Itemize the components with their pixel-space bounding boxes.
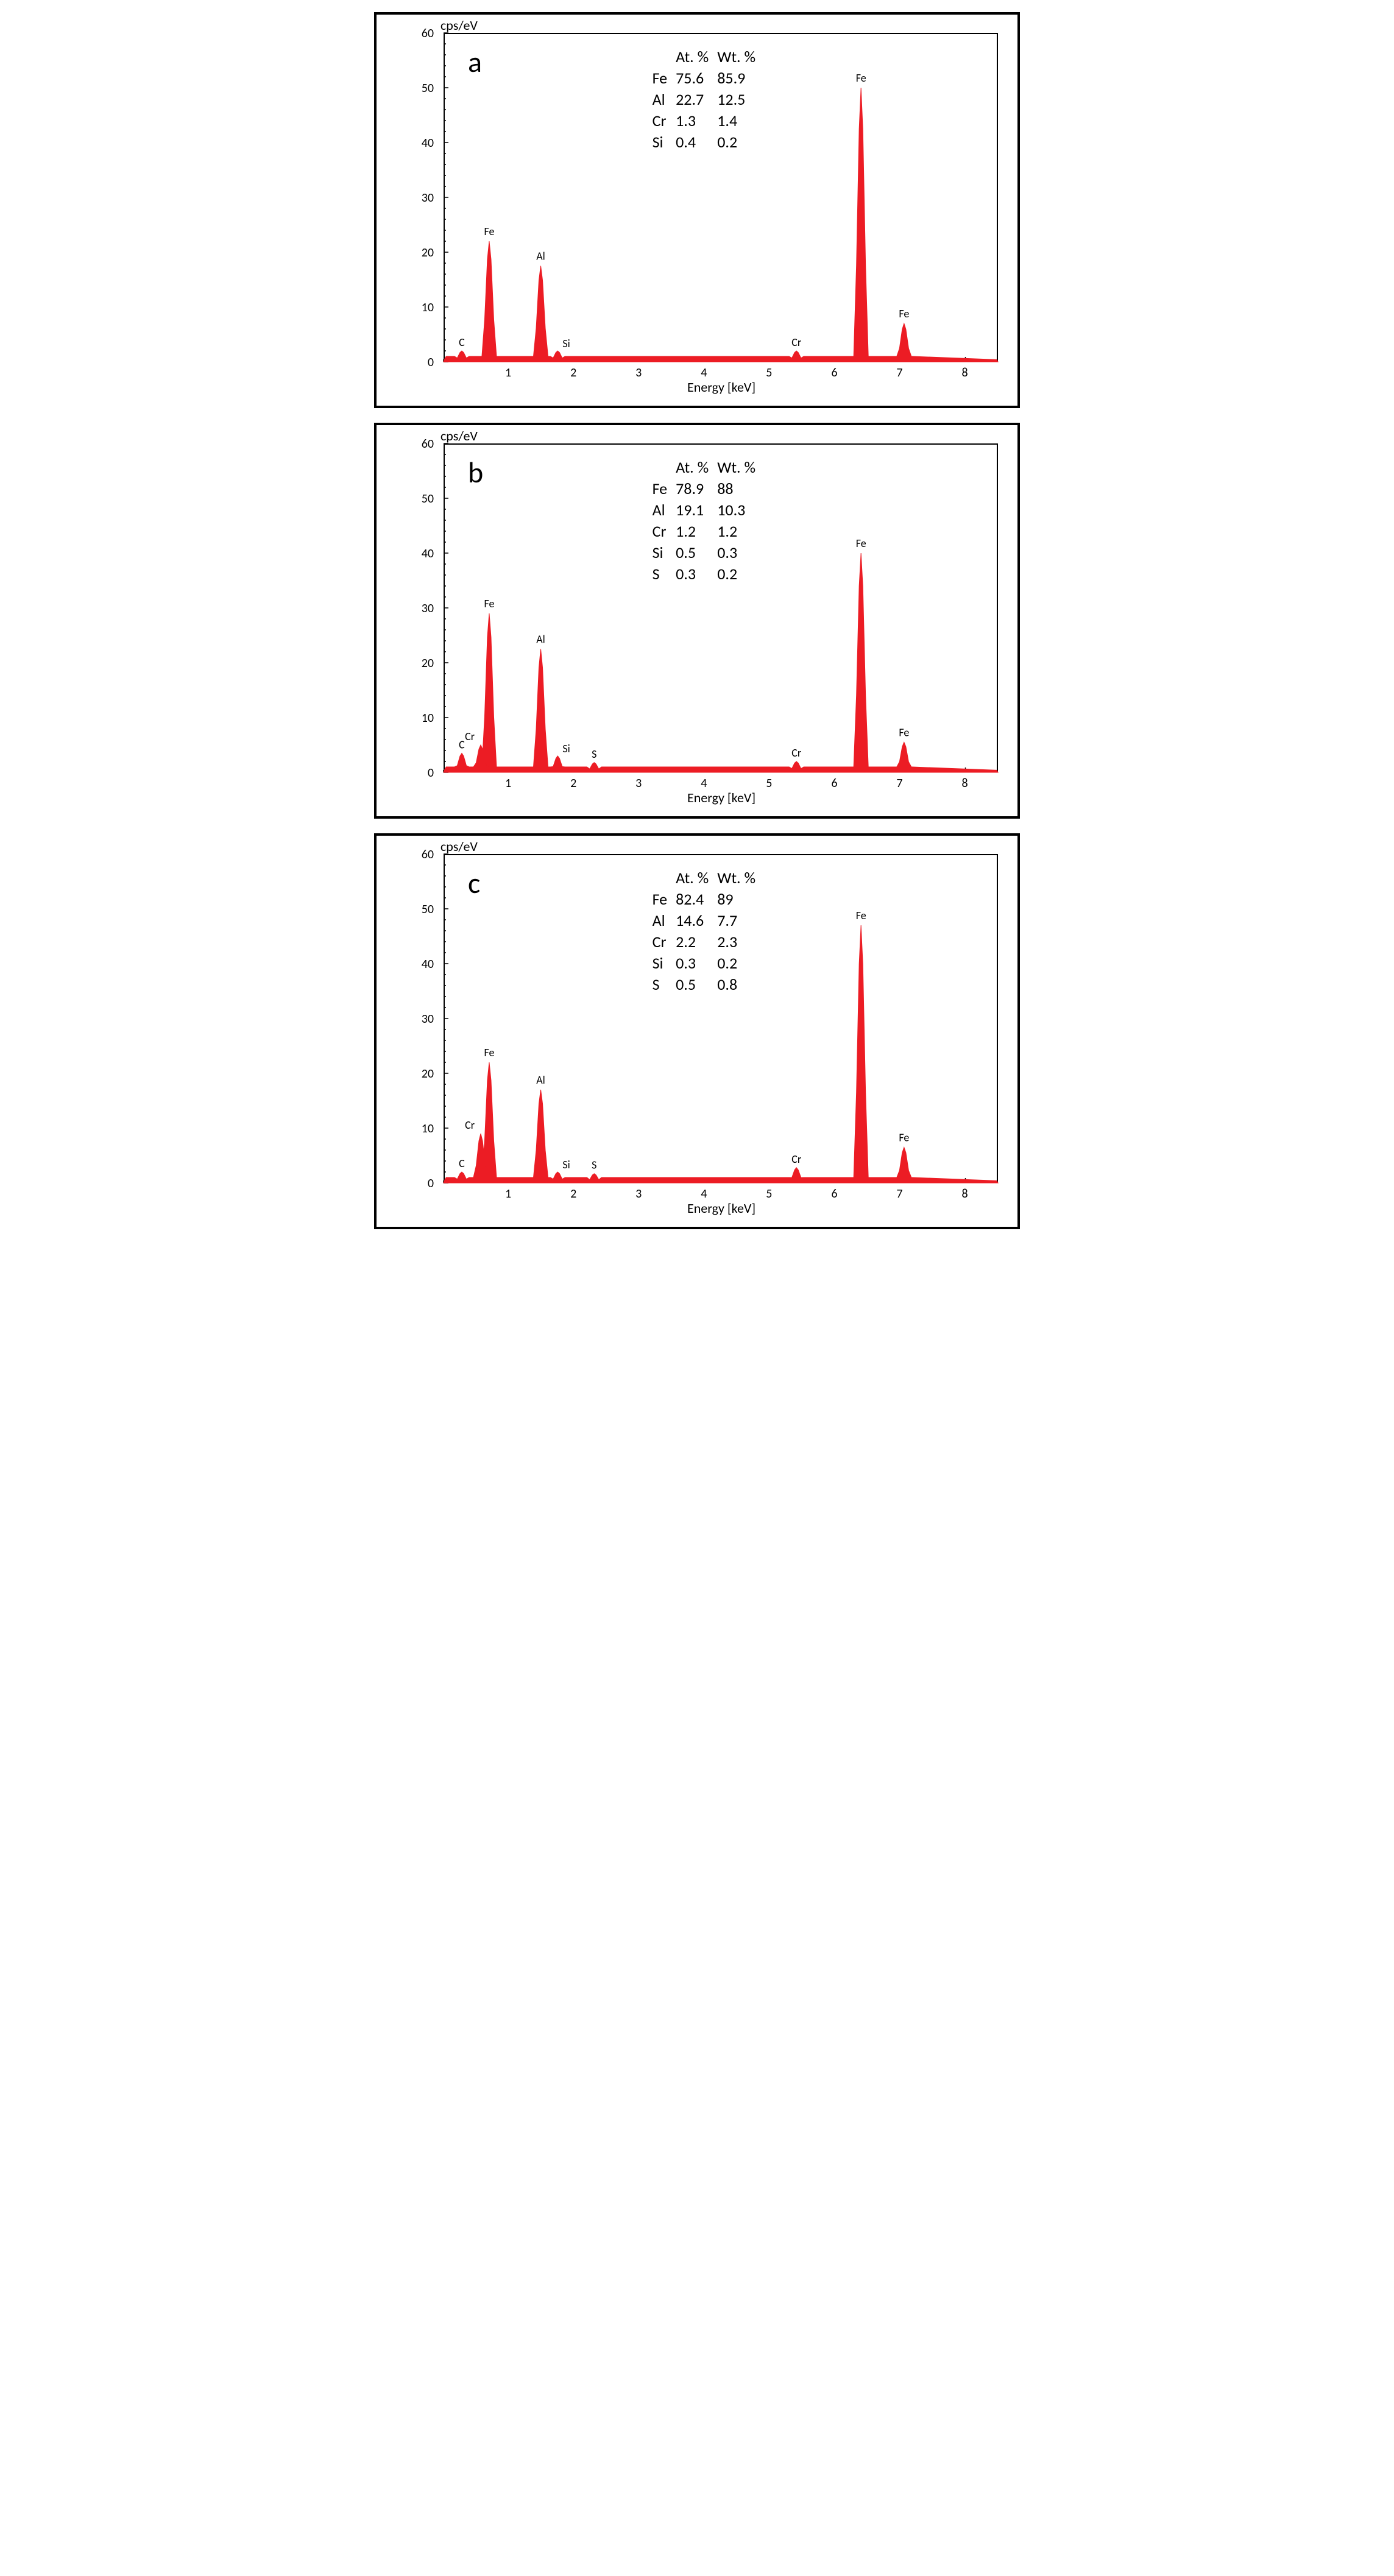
peak-label-s: S [592,747,596,761]
panel-letter: c [468,865,480,901]
y-tick-label: 0 [428,355,434,370]
x-tick-label: 1 [505,776,511,791]
eds-panel-a: cps/eVCFeAlSiCrFeFe010203040506012345678… [374,12,1020,408]
peak-label-fe: Fe [856,537,866,550]
peak-label-c: C [459,738,465,752]
x-tick-label: 2 [570,776,576,791]
y-tick-label: 50 [422,902,434,917]
peak-label-si: Si [562,1158,570,1171]
peak-label-fe: Fe [856,909,866,922]
peak-label-c: C [459,1157,465,1170]
composition-table: At. %Wt. %Fe75.685.9Al22.712.5Cr1.31.4Si… [653,46,765,153]
eds-panel-b: cps/eVCCrFeAlSiSCrFeFe010203040506012345… [374,423,1020,819]
x-tick-label: 5 [766,365,772,380]
x-tick-label: 2 [570,1187,576,1201]
peak-label-cr: Cr [791,1152,801,1166]
y-tick-label: 50 [422,81,434,96]
peak-label-si: Si [562,742,570,755]
y-tick-label: 30 [422,191,434,205]
peak-label-al: Al [536,250,545,263]
x-tick-label: 6 [831,365,837,380]
x-axis-label: Energy [keV] [687,1200,755,1216]
panel-letter: b [468,454,483,490]
y-tick-label: 30 [422,1012,434,1026]
y-tick-label: 20 [422,245,434,260]
x-tick-label: 8 [961,365,968,380]
y-tick-label: 10 [422,300,434,315]
y-tick-label: 20 [422,656,434,671]
x-tick-label: 3 [635,776,642,791]
peak-label-al: Al [536,1073,545,1087]
spectrum-area [444,553,998,772]
x-tick-label: 1 [505,1187,511,1201]
y-tick-label: 40 [422,957,434,972]
peak-label-fe: Fe [484,225,494,238]
peak-label-fe: Fe [856,71,866,85]
y-tick-label: 60 [422,437,434,451]
x-tick-label: 4 [701,776,707,791]
x-tick-label: 5 [766,776,772,791]
y-tick-label: 40 [422,546,434,561]
y-tick-label: 40 [422,136,434,150]
x-tick-label: 4 [701,1187,707,1201]
x-tick-label: 6 [831,1187,837,1201]
x-axis-label: Energy [keV] [687,789,755,806]
peak-label-cr: Cr [791,336,801,349]
y-tick-label: 60 [422,26,434,41]
peak-label-fe: Fe [484,597,494,610]
x-tick-label: 7 [896,776,902,791]
eds-panel-c: cps/eVCCrFeAlSiSCrFeFe010203040506012345… [374,833,1020,1229]
x-tick-label: 7 [896,1187,902,1201]
peak-label-fe: Fe [484,1046,494,1059]
y-tick-label: 30 [422,601,434,616]
x-tick-label: 7 [896,365,902,380]
peak-label-cr: Cr [465,730,475,743]
peak-label-fe: Fe [899,307,909,320]
peak-label-cr: Cr [465,1118,475,1132]
composition-table: At. %Wt. %Fe78.988Al19.110.3Cr1.21.2Si0.… [653,457,765,585]
figure-root: cps/eVCFeAlSiCrFeFe010203040506012345678… [12,12,1382,1229]
x-tick-label: 8 [961,776,968,791]
composition-table: At. %Wt. %Fe82.489Al14.67.7Cr2.22.3Si0.3… [653,867,765,996]
x-tick-label: 3 [635,365,642,380]
x-axis-label: Energy [keV] [687,379,755,395]
y-tick-label: 20 [422,1067,434,1081]
peak-label-c: C [459,336,465,349]
y-tick-label: 10 [422,711,434,725]
y-tick-label: 0 [428,1176,434,1191]
x-tick-label: 2 [570,365,576,380]
y-tick-label: 0 [428,766,434,780]
y-tick-label: 50 [422,492,434,506]
peak-label-fe: Fe [899,1131,909,1145]
x-tick-label: 4 [701,365,707,380]
peak-label-fe: Fe [899,726,909,739]
x-tick-label: 6 [831,776,837,791]
peak-label-al: Al [536,633,545,646]
x-tick-label: 3 [635,1187,642,1201]
panel-letter: a [468,44,482,80]
peak-label-s: S [592,1159,596,1172]
x-tick-label: 5 [766,1187,772,1201]
y-tick-label: 10 [422,1121,434,1136]
x-tick-label: 1 [505,365,511,380]
y-tick-label: 60 [422,847,434,862]
x-tick-label: 8 [961,1187,968,1201]
peak-label-cr: Cr [791,746,801,760]
peak-label-si: Si [562,337,570,350]
